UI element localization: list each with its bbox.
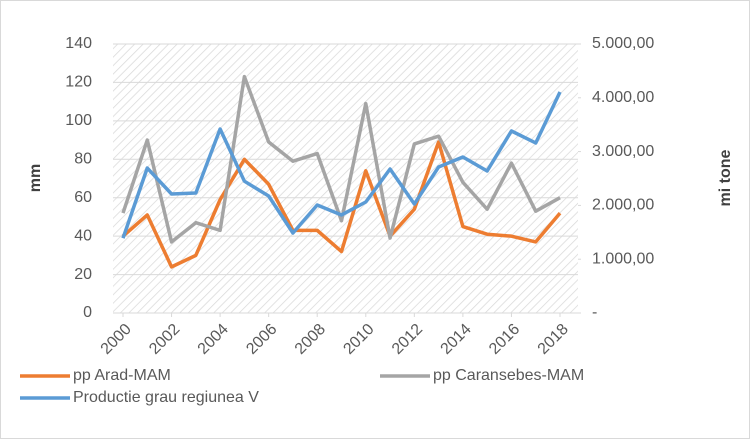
y-tick-label: 0 [83, 304, 92, 321]
data-line [121, 140, 562, 269]
plot-area [113, 44, 578, 313]
y2-axis-title: mi tone [717, 149, 734, 206]
legend-label: pp Caransebes-MAM [433, 367, 584, 384]
y2-tick-label: 2.000,00 [592, 197, 654, 214]
y-tick-label: 40 [74, 227, 92, 244]
y-axis-title: mm [27, 164, 44, 192]
y-tick-label: 20 [74, 266, 92, 283]
data-line [121, 74, 561, 244]
data-line [121, 91, 562, 239]
y-tick-label: 120 [65, 74, 92, 91]
y-tick-label: 100 [65, 112, 92, 129]
y-tick-label: 80 [74, 151, 92, 168]
y2-tick-label: 5.000,00 [592, 35, 654, 52]
y-tick-label: 140 [65, 35, 92, 52]
y2-tick-label: 3.000,00 [592, 143, 654, 160]
y2-tick-label: 4.000,00 [592, 89, 654, 106]
legend-label: pp Arad-MAM [73, 367, 171, 384]
y2-tick-label: 1.000,00 [592, 250, 654, 267]
y2-tick-label: - [592, 304, 597, 321]
y-tick-label: 60 [74, 189, 92, 206]
legend-label: Productie grau regiunea V [73, 389, 259, 406]
